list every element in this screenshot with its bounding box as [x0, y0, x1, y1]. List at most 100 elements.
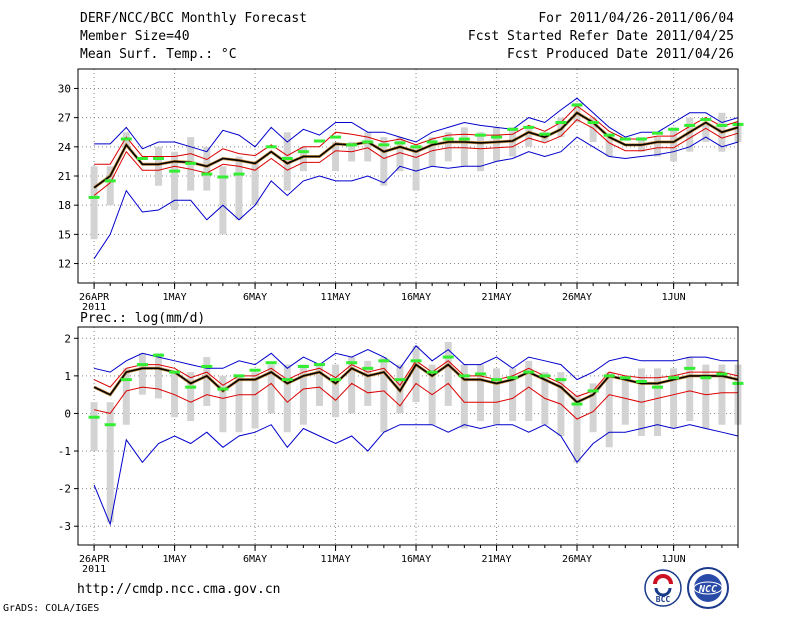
- range-bar: [138, 353, 146, 395]
- x-tick-sublabel: 2011: [82, 564, 106, 575]
- observed-marker: [539, 132, 551, 136]
- range-bar: [90, 166, 98, 240]
- x-tick-label: 26MAY: [562, 554, 592, 565]
- x-tick-label: 1JUN: [662, 292, 686, 303]
- observed-marker: [491, 135, 503, 139]
- observed-marker: [684, 366, 696, 370]
- y-tick-label: 30: [58, 82, 71, 95]
- range-bar: [299, 146, 307, 172]
- observed-marker: [362, 366, 374, 370]
- bcc-logo: BCC: [644, 569, 682, 607]
- range-bar: [686, 117, 694, 152]
- observed-marker: [362, 140, 374, 144]
- observed-marker: [88, 415, 100, 419]
- range-bar: [654, 137, 662, 157]
- observed-marker: [635, 137, 647, 141]
- range-bar: [686, 357, 694, 421]
- range-bar: [364, 132, 372, 162]
- range-bar: [332, 364, 340, 418]
- observed-marker: [313, 139, 325, 143]
- observed-marker: [394, 378, 406, 382]
- observed-marker: [458, 374, 470, 378]
- x-tick-label: 26APR: [79, 292, 110, 303]
- range-bar: [203, 357, 211, 406]
- forecast-started-label: Fcst Started Refer Date 2011/04/25: [467, 29, 734, 44]
- range-bar: [654, 368, 662, 436]
- y-tick-label: 18: [58, 199, 71, 212]
- range-bar: [380, 137, 388, 186]
- observed-marker: [152, 353, 164, 357]
- range-bar: [573, 394, 581, 463]
- range-bar: [412, 345, 420, 403]
- observed-marker: [136, 363, 148, 367]
- observed-marker: [201, 172, 213, 176]
- upper-line: [94, 97, 739, 153]
- y-tick-label: 12: [58, 258, 71, 271]
- observed-marker: [571, 402, 583, 406]
- source-url: http://cmdp.ncc.cma.gov.cn: [77, 582, 281, 597]
- x-tick-label: 1JUN: [662, 554, 686, 565]
- precipitation-panel-title: Prec.: log(mm/d): [80, 311, 206, 326]
- range-bar: [380, 357, 388, 433]
- range-bar: [251, 161, 259, 206]
- observed-marker: [442, 137, 454, 141]
- observed-marker: [152, 156, 164, 160]
- observed-marker: [185, 385, 197, 389]
- y-tick-label: -2: [58, 483, 71, 496]
- range-bar: [154, 353, 162, 399]
- plot-frame: [77, 326, 739, 546]
- observed-marker: [426, 370, 438, 374]
- observed-marker: [104, 423, 116, 427]
- range-bar: [493, 127, 501, 162]
- range-bar: [348, 357, 356, 414]
- y-tick-label: 21: [58, 170, 71, 183]
- observed-marker: [88, 195, 100, 199]
- y-tick-label: 2: [64, 332, 71, 345]
- observed-marker: [217, 387, 229, 391]
- observed-marker: [716, 372, 728, 376]
- observed-marker: [555, 378, 567, 382]
- y-tick-label: -1: [58, 445, 71, 458]
- range-bar: [605, 137, 613, 157]
- observed-marker: [555, 121, 567, 124]
- range-bar: [203, 146, 211, 191]
- grads-credit: GrADS: COLA/IGES: [3, 603, 100, 614]
- observed-marker: [507, 376, 519, 380]
- range-bar: [670, 127, 678, 162]
- range-bar: [171, 151, 179, 211]
- observed-marker: [668, 376, 680, 380]
- forecast-produced-label: Fcst Produced Date 2011/04/26: [507, 47, 734, 62]
- ensemble-mean-line: [93, 363, 739, 404]
- observed-marker: [668, 127, 680, 131]
- range-bar: [283, 364, 291, 433]
- x-tick-label: 11MAY: [321, 554, 351, 565]
- range-bar: [219, 375, 227, 433]
- x-tick-label: 16MAY: [401, 292, 431, 303]
- observed-marker: [619, 376, 631, 380]
- range-bar: [525, 360, 533, 421]
- observed-marker: [265, 361, 277, 365]
- range-bar: [476, 364, 484, 421]
- observed-marker: [571, 103, 583, 107]
- range-bar: [235, 156, 243, 220]
- range-bar: [299, 364, 307, 425]
- lower-line: [93, 424, 739, 527]
- observed-marker: [426, 140, 438, 144]
- range-bar: [493, 368, 501, 425]
- observed-marker: [265, 145, 277, 149]
- chart-title: DERF/NCC/BCC Monthly Forecast: [80, 11, 307, 26]
- observed-marker: [700, 376, 712, 380]
- range-bar: [106, 166, 114, 206]
- x-tick-label: 6MAY: [243, 554, 267, 565]
- range-bar: [589, 383, 597, 433]
- observed-marker: [635, 380, 647, 383]
- range-bar: [444, 342, 452, 406]
- range-bar: [187, 372, 195, 421]
- member-size-label: Member Size=40: [80, 29, 190, 44]
- y-tick-label: 0: [64, 407, 71, 420]
- observed-marker: [410, 359, 422, 363]
- range-bar: [315, 364, 323, 406]
- range-bar: [396, 137, 404, 172]
